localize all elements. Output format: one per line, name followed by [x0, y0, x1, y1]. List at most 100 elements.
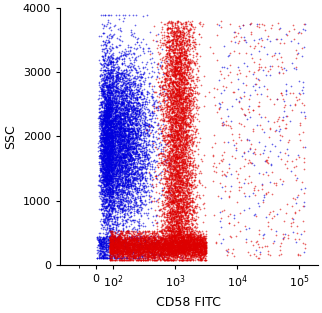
Point: [190, 245, 195, 250]
Point: [176, 26, 182, 31]
Point: [104, 194, 109, 199]
Point: [167, 76, 172, 81]
Point: [168, 249, 174, 254]
Point: [113, 162, 118, 167]
Point: [108, 241, 113, 246]
Point: [199, 249, 204, 254]
Point: [110, 205, 116, 210]
Point: [285, 158, 290, 163]
Point: [98, 135, 103, 140]
Point: [183, 136, 188, 141]
Point: [163, 225, 168, 230]
Point: [123, 95, 128, 100]
Point: [102, 119, 107, 124]
Point: [139, 251, 145, 256]
Point: [108, 98, 113, 103]
Point: [191, 59, 196, 64]
Point: [189, 45, 194, 50]
Point: [257, 227, 262, 232]
Point: [146, 247, 151, 252]
Point: [107, 173, 112, 178]
Point: [134, 189, 139, 194]
Point: [191, 246, 196, 251]
Point: [173, 241, 178, 246]
Point: [113, 187, 118, 192]
Point: [143, 235, 148, 240]
Point: [106, 51, 111, 56]
Point: [113, 179, 118, 184]
Point: [144, 141, 149, 146]
Point: [182, 239, 187, 244]
Point: [187, 237, 193, 242]
Point: [110, 153, 116, 158]
Point: [130, 248, 135, 253]
Point: [169, 236, 175, 241]
Point: [119, 122, 124, 127]
Point: [168, 210, 173, 215]
Point: [105, 115, 110, 120]
Point: [118, 80, 124, 85]
Point: [147, 116, 153, 121]
Point: [194, 257, 199, 262]
Point: [220, 172, 225, 177]
Point: [139, 110, 144, 115]
Point: [168, 204, 173, 209]
Point: [199, 247, 204, 252]
Point: [145, 248, 150, 253]
Point: [137, 237, 142, 242]
Point: [186, 241, 191, 246]
Point: [160, 181, 165, 186]
Point: [159, 130, 164, 135]
Point: [184, 21, 189, 26]
Point: [118, 173, 123, 178]
Point: [113, 157, 118, 162]
Point: [166, 61, 171, 66]
Point: [181, 225, 186, 230]
Point: [119, 181, 125, 186]
Point: [112, 129, 117, 134]
Point: [121, 238, 126, 243]
Point: [132, 237, 137, 242]
Point: [176, 164, 181, 169]
Point: [174, 155, 179, 160]
Point: [170, 242, 175, 247]
Point: [136, 91, 141, 96]
Point: [134, 188, 139, 193]
Point: [100, 170, 105, 175]
Point: [106, 119, 111, 124]
Point: [177, 117, 182, 122]
Point: [166, 243, 171, 248]
Point: [119, 145, 124, 150]
Point: [110, 247, 115, 252]
Point: [172, 250, 177, 255]
Point: [133, 142, 138, 147]
Point: [154, 240, 159, 245]
Point: [119, 131, 125, 136]
Point: [99, 211, 104, 216]
Point: [108, 231, 113, 236]
Point: [136, 249, 141, 254]
Point: [107, 146, 112, 151]
Point: [128, 143, 133, 148]
Point: [99, 166, 104, 171]
Point: [107, 169, 112, 174]
Point: [179, 135, 185, 140]
Point: [161, 244, 166, 249]
Point: [104, 131, 109, 136]
Point: [174, 168, 179, 173]
Point: [185, 196, 190, 201]
Point: [97, 67, 102, 72]
Point: [181, 77, 186, 82]
Point: [109, 46, 115, 51]
Point: [179, 150, 184, 155]
Point: [175, 212, 180, 217]
Point: [220, 99, 225, 104]
Point: [176, 81, 181, 86]
Point: [103, 208, 108, 213]
Point: [101, 149, 107, 154]
Point: [111, 238, 116, 243]
Point: [165, 248, 170, 253]
Point: [113, 245, 118, 250]
Point: [161, 29, 166, 34]
Point: [169, 251, 175, 256]
